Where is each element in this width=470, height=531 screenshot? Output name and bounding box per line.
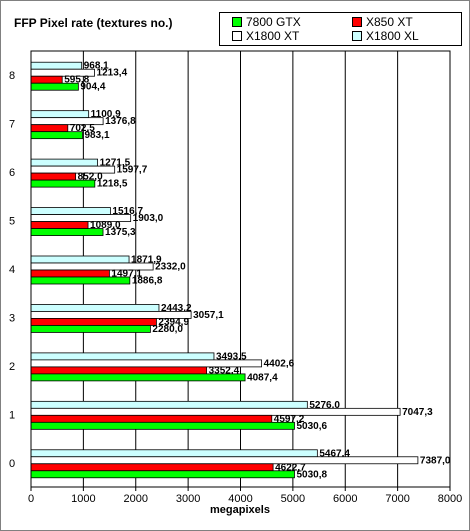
bar-x1800-xl [30, 352, 215, 361]
data-label: 3493,5 [216, 351, 247, 362]
legend-label: X850 XT [366, 15, 413, 29]
bar-7800-gtx [30, 179, 96, 188]
legend-swatch-7800-gtx [232, 16, 242, 27]
bar-x1800-xl [30, 207, 111, 215]
category-label: 5 [9, 216, 15, 228]
category-label: 0 [9, 458, 15, 470]
chart-title: FFP Pixel rate (textures no.) [14, 16, 173, 30]
bar-x1800-xl [30, 449, 318, 458]
bar-x850-xt [30, 318, 157, 326]
data-label: 2443,2 [161, 303, 192, 314]
data-label: 852,0 [78, 172, 103, 183]
bar-x1800-xt [30, 456, 419, 465]
bar-x1800-xl [30, 110, 90, 119]
data-label: 5030,8 [296, 469, 327, 480]
bar-x850-xt [30, 75, 63, 84]
bar-x850-xt [30, 414, 273, 423]
bar-x850-xt [30, 463, 274, 472]
data-label: 904,4 [80, 82, 105, 93]
data-label: 1497,1 [111, 269, 142, 280]
legend-swatch-x1800-xt [232, 30, 242, 41]
bar-7800-gtx [30, 82, 79, 91]
bar-x850-xt [30, 124, 69, 133]
category-label: 2 [9, 361, 15, 373]
data-label: 1218,5 [97, 179, 128, 190]
category-label: 8 [9, 70, 15, 82]
data-label: 1375,3 [105, 227, 136, 238]
data-label: 2332,0 [155, 262, 186, 273]
bar-7800-gtx [30, 373, 246, 382]
data-label: 1100,9 [91, 109, 121, 120]
bar-x1800-xl [30, 61, 83, 70]
legend-item-7800-gtx: 7800 GTX [232, 15, 301, 29]
category-label: 4 [9, 264, 15, 276]
data-label: 2280,0 [152, 324, 183, 335]
bar-x1800-xl [30, 304, 160, 312]
data-label: 3352,4 [209, 365, 240, 376]
bar-7800-gtx [30, 276, 131, 285]
data-label: 1903,0 [133, 213, 164, 224]
category-label: 1 [9, 409, 15, 421]
data-label: 1271,5 [100, 158, 131, 169]
data-label: 5467,4 [319, 448, 350, 459]
data-label: 4622,7 [275, 462, 306, 473]
x-tick-label: 5000 [281, 493, 305, 505]
legend-label: X1800 XL [366, 29, 419, 43]
x-tick-label: 0 [28, 493, 34, 505]
bar-7800-gtx [30, 131, 83, 140]
bar-x1800-xt [30, 407, 401, 416]
data-label: 4087,4 [247, 372, 278, 383]
x-tick-label: 6000 [333, 493, 357, 505]
x-tick-label: 2000 [124, 493, 148, 505]
legend-swatch-x1800-xl [352, 30, 362, 41]
bar-x1800-xl [30, 400, 308, 409]
bar-7800-gtx [30, 470, 295, 479]
data-label: 702,5 [70, 123, 95, 134]
data-label: 5030,6 [296, 421, 327, 432]
x-tick-label: 1000 [71, 493, 95, 505]
data-label: 1516,7 [112, 206, 143, 217]
data-label: 968,1 [84, 61, 109, 72]
bar-7800-gtx [30, 325, 151, 333]
data-label: 3057,1 [193, 310, 224, 321]
data-label: 7047,3 [402, 407, 433, 418]
bar-x850-xt [30, 221, 89, 229]
data-label: 1213,4 [97, 68, 128, 79]
x-tick-label: 8000 [438, 493, 462, 505]
data-label: 1871,9 [131, 255, 162, 266]
legend-item-x1800-xt: X1800 XT [232, 29, 299, 43]
data-label: 1089,0 [90, 220, 121, 231]
legend-label: X1800 XT [246, 29, 300, 43]
data-label: 595,8 [64, 75, 89, 86]
x-tick-label: 3000 [176, 493, 200, 505]
data-label: 1376,8 [105, 116, 136, 127]
bar-x850-xt [30, 269, 110, 278]
data-label: 2394,9 [158, 317, 189, 328]
x-tick-label: 7000 [385, 493, 409, 505]
category-label: 6 [9, 167, 15, 179]
category-label: 7 [9, 119, 15, 131]
bar-x1800-xl [30, 158, 98, 167]
legend-item-x1800-xl: X1800 XL [352, 29, 419, 43]
bar-x1800-xl [30, 255, 130, 264]
bar-7800-gtx [30, 421, 295, 430]
data-label: 1886,8 [132, 276, 163, 287]
legend: 7800 GTX X850 XT X1800 XT X1800 XL [219, 12, 462, 46]
data-label: 983,1 [84, 130, 109, 141]
bar-x850-xt [30, 172, 77, 181]
legend-label: 7800 GTX [246, 15, 301, 29]
data-label: 5276,0 [309, 400, 340, 411]
x-axis-label: megapixels [210, 504, 270, 516]
data-label: 7387,0 [420, 455, 451, 466]
data-label: 4402,6 [264, 358, 295, 369]
category-label: 3 [9, 312, 15, 324]
legend-swatch-x850-xt [352, 16, 362, 27]
legend-item-x850-xt: X850 XT [352, 15, 413, 29]
data-label: 1597,7 [117, 165, 148, 176]
bar-7800-gtx [30, 228, 104, 236]
data-label: 4597,2 [274, 414, 305, 425]
bar-x850-xt [30, 366, 207, 375]
x-tick-label: 4000 [228, 493, 252, 505]
